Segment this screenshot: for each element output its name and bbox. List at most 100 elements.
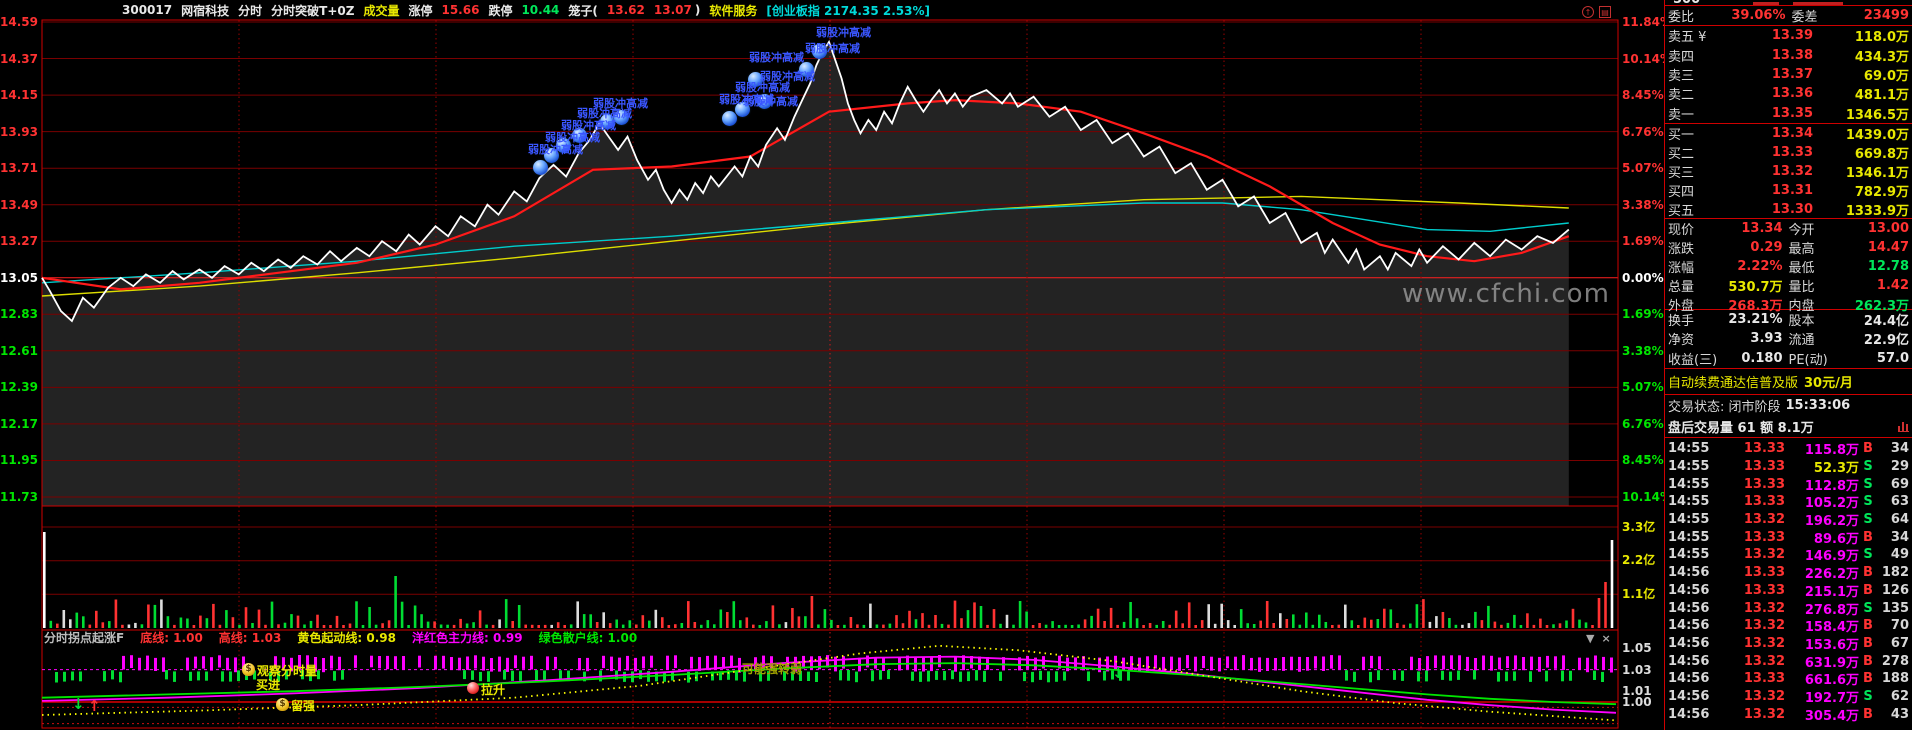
info-cell: 股本 (1788, 314, 1815, 330)
queue-volume: 481.1万 (1854, 88, 1909, 104)
trade-cell: 13.33 (1743, 476, 1785, 492)
fundamental-info: 换手 23.21% 股本 24.4亿 净资 3.93 流通 22.9亿 收益(三) 0.180 PE… (1665, 310, 1912, 369)
queue-label: 卖二 (1668, 88, 1695, 104)
queue-label: 买二 (1668, 147, 1695, 162)
index-quote[interactable]: [创业板指 2174.35 2.53%] (766, 3, 930, 18)
ask-row-卖三[interactable]: 卖三 13.37 69.0万 (1668, 65, 1909, 84)
weibi-label: 委比 (1668, 10, 1695, 25)
trade-cell: 13.33 (1743, 494, 1785, 510)
trade-cell: 305.4万 (1804, 708, 1859, 724)
trade-cell: 14:56 (1668, 706, 1710, 722)
promo-text[interactable]: 自动续费通达信普及版 (1668, 376, 1799, 391)
industry-link[interactable]: 软件服务 (709, 3, 758, 18)
trade-row: 14:55 13.33 115.8万 B 34 (1668, 440, 1909, 458)
session-status: 交易状态: 闭市阶段 15:33:06 盘后交易量 61 额 8.1万 (1665, 395, 1912, 438)
bid-row-买二[interactable]: 买二 13.33 669.8万 (1668, 143, 1909, 162)
queue-label: 卖五 ¥ (1668, 30, 1707, 46)
status-time: 15:33:06 (1785, 398, 1851, 413)
trade-cell: 13.32 (1743, 547, 1785, 563)
info-cell: 收益(三) (1668, 352, 1718, 368)
queue-price: 13.30 (1771, 202, 1813, 217)
trade-cell: 64 (1890, 512, 1909, 528)
trade-cell: 188 (1881, 671, 1909, 687)
trade-cell: 13.32 (1743, 635, 1785, 651)
limit-up-label: 涨停 (408, 3, 433, 18)
trade-cell: 13.32 (1743, 706, 1785, 722)
trade-cell: 69 (1890, 476, 1909, 492)
ask-row-卖五[interactable]: 卖五 ¥ 13.39 118.0万 (1668, 26, 1909, 45)
trade-cell: 278 (1881, 653, 1909, 669)
trade-cell: 192.7万 (1804, 690, 1859, 706)
tick-trade-list[interactable]: 14:55 13.33 115.8万 B 34 14:55 13.33 52.3万 S 29 14:… (1665, 438, 1912, 730)
weicha-value: 23499 (1863, 8, 1909, 23)
trade-cell: B (1863, 706, 1873, 722)
trade-cell: 89.6万 (1813, 531, 1859, 547)
trade-cell: S (1863, 600, 1873, 616)
expand-up-icon[interactable]: ↑ (1582, 6, 1594, 18)
indicator-params: 底线: 1.00 高线: 1.03 黄色起动线: 0.98 洋红色主力线: 0.99 绿… (140, 629, 637, 646)
trade-cell: 70 (1890, 618, 1909, 634)
ask-row-卖一[interactable]: 卖一 13.35 1346.5万 (1668, 104, 1909, 123)
indicator-close-icon[interactable]: × (1601, 632, 1611, 645)
trade-cell: B (1863, 653, 1873, 669)
bid-row-买四[interactable]: 买四 13.31 782.9万 (1668, 181, 1909, 200)
info-cell: 262.3万 (1854, 299, 1909, 314)
bid-row-买五[interactable]: 买五 13.30 1333.9万 (1668, 200, 1909, 219)
info-cell: 530.7万 (1728, 280, 1783, 295)
queue-label: 买三 (1668, 166, 1695, 181)
tab-strategy[interactable]: 分时突破T+0Z (271, 3, 355, 18)
info-cell: 最低 (1788, 261, 1815, 276)
trade-cell: 13.33 (1743, 459, 1785, 475)
stock-name: 网宿科技 (181, 3, 230, 18)
trade-cell: 62 (1890, 688, 1909, 704)
indicator-param: 洋红色主力线: 0.99 (411, 631, 523, 645)
cage-high: 13.62 (606, 3, 645, 17)
indicator-dropdown-icon[interactable]: ▼ (1586, 632, 1595, 645)
trade-cell: 14:56 (1668, 565, 1710, 581)
tab-volume[interactable]: 成交量 (363, 3, 400, 18)
queue-label: 卖一 (1668, 107, 1695, 123)
trade-cell: 29 (1890, 459, 1909, 475)
trade-cell: 14:56 (1668, 635, 1710, 651)
cage-low: 13.07 (653, 3, 692, 17)
trade-row: 14:55 13.33 52.3万 S 29 (1668, 458, 1909, 476)
bid-row-买一[interactable]: 买一 13.34 1439.0万 (1668, 124, 1909, 143)
info-cell: 总量 (1668, 280, 1695, 295)
trade-row: 14:56 13.32 631.9万 B 278 (1668, 652, 1909, 671)
trade-cell: 14:56 (1668, 582, 1710, 598)
ask-queue: 卖五 ¥ 13.39 118.0万 卖四 13.38 434.3万 卖三 13.37 69.0万… (1665, 26, 1912, 124)
trade-cell: 14:55 (1668, 441, 1710, 457)
weibi-row: 委比 39.06% 委差 23499 (1665, 6, 1912, 26)
indicator-title[interactable]: 分时拐点起涨F (44, 631, 125, 645)
queue-volume: 669.8万 (1854, 147, 1909, 162)
info-cell: 22.9亿 (1863, 333, 1909, 349)
ask-row-卖二[interactable]: 卖二 13.36 481.1万 (1668, 84, 1909, 103)
split-pane-icon[interactable]: ▤ (1599, 6, 1611, 18)
trade-cell: 34 (1890, 441, 1909, 457)
info-row: 总量 530.7万 量比 1.42 (1668, 276, 1909, 295)
trade-cell: 153.6万 (1804, 637, 1859, 653)
bid-row-买三[interactable]: 买三 13.32 1346.1万 (1668, 162, 1909, 181)
trade-cell: 158.4万 (1804, 620, 1859, 636)
info-cell: 57.0 (1876, 350, 1909, 366)
mini-barchart-icon[interactable] (1898, 421, 1909, 432)
ask-row-卖四[interactable]: 卖四 13.38 434.3万 (1668, 46, 1909, 65)
trade-cell: 226.2万 (1804, 567, 1859, 583)
info-cell: 现价 (1668, 223, 1695, 238)
trade-row: 14:56 13.33 215.1万 B 126 (1668, 582, 1909, 600)
info-row: 净资 3.93 流通 22.9亿 (1668, 329, 1909, 348)
promo-row[interactable]: 自动续费通达信普及版 30元/月 (1665, 369, 1912, 395)
trade-cell: 182 (1881, 565, 1909, 581)
trade-cell: 14:56 (1668, 653, 1710, 669)
trade-cell: 13.32 (1743, 618, 1785, 634)
tab-intraday[interactable]: 分时 (238, 3, 263, 18)
trade-cell: 13.33 (1743, 529, 1785, 545)
trade-cell: 49 (1890, 547, 1909, 563)
queue-volume: 1346.1万 (1845, 166, 1909, 181)
trade-cell: 115.8万 (1804, 443, 1859, 459)
trade-cell: 14:56 (1668, 618, 1710, 634)
indicator-param: 黄色起动线: 0.98 (297, 631, 396, 645)
bid-queue: 买一 13.34 1439.0万 买二 13.33 669.8万 买三 13.32 1346.1… (1665, 124, 1912, 219)
info-cell: 涨跌 (1668, 242, 1695, 257)
